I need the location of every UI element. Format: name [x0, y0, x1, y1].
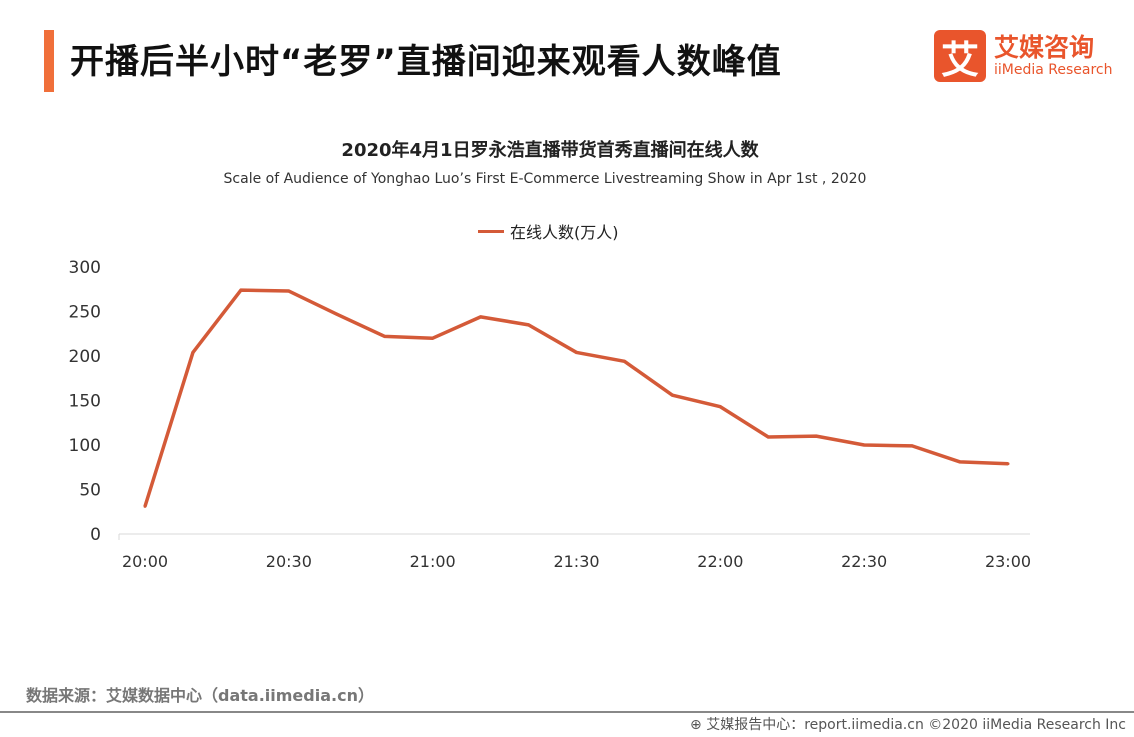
data-point [766, 435, 770, 439]
x-tick-label: 20:00 [122, 552, 168, 571]
footer-divider [0, 711, 1134, 713]
accent-bar [44, 30, 54, 92]
series-line [143, 288, 1009, 507]
logo-mark: 艾 [934, 30, 986, 82]
y-tick-label: 300 [69, 258, 101, 278]
data-point [1006, 462, 1010, 466]
x-tick-label: 22:00 [697, 552, 743, 571]
data-point [718, 405, 722, 409]
data-point [479, 315, 483, 319]
data-point [575, 350, 578, 354]
data-point [431, 336, 435, 340]
data-point [383, 334, 387, 338]
data-point [287, 289, 291, 293]
x-tick-label: 22:30 [841, 552, 887, 571]
x-tick-label: 21:00 [410, 552, 456, 571]
data-point [862, 443, 866, 447]
x-tick-label: 20:30 [266, 552, 312, 571]
data-point [958, 460, 962, 464]
data-point [910, 444, 914, 448]
data-point [239, 288, 243, 292]
data-source: 数据来源：艾媒数据中心（data.iimedia.cn） [26, 686, 374, 705]
y-tick-label: 200 [69, 347, 101, 367]
data-point [527, 323, 531, 327]
legend-swatch [478, 229, 504, 233]
data-point [814, 434, 818, 438]
footer-text: 艾媒报告中心：report.iimedia.cn ©2020 iiMedia R… [706, 717, 1126, 733]
page-title: 开播后半小时“老罗”直播间迎来观看人数峰值 [70, 42, 782, 82]
y-tick-label: 0 [90, 525, 101, 545]
logo-en: iiMedia Research [994, 62, 1113, 78]
globe-icon: ⊕ [690, 717, 707, 733]
y-tick-label: 100 [69, 436, 101, 456]
data-point [335, 312, 339, 316]
chart-subtitle: Scale of Audience of Yonghao Luo’s First… [223, 171, 867, 187]
x-tick-label: 23:00 [985, 552, 1031, 571]
legend: 在线人数(万人) [478, 219, 619, 243]
footer-copyright: ⊕ 艾媒报告中心：report.iimedia.cn ©2020 iiMedia… [690, 714, 1126, 734]
y-tick-label: 250 [69, 303, 101, 323]
legend-label: 在线人数(万人) [510, 223, 619, 242]
chart-title: 2020年4月1日罗永浩直播带货首秀直播间在线人数 [341, 140, 759, 161]
data-point [191, 350, 195, 354]
x-tick-label: 21:30 [553, 552, 599, 571]
data-point [670, 393, 674, 397]
data-point [622, 359, 626, 363]
logo-cn: 艾媒咨询 [994, 33, 1095, 62]
y-tick-label: 150 [69, 392, 101, 412]
y-tick-label: 50 [79, 481, 101, 501]
data-point [143, 504, 147, 508]
logo: 艾 艾媒咨询 iiMedia Research [934, 30, 1113, 82]
